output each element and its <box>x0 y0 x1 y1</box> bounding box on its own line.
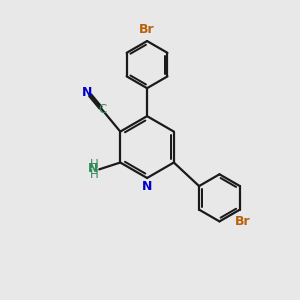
Text: H: H <box>90 158 98 170</box>
Text: C: C <box>98 103 106 116</box>
Text: N: N <box>87 162 98 175</box>
Text: N: N <box>142 180 152 193</box>
Text: Br: Br <box>235 215 250 228</box>
Text: N: N <box>82 86 92 99</box>
Text: H: H <box>90 168 98 181</box>
Text: Br: Br <box>139 23 155 36</box>
